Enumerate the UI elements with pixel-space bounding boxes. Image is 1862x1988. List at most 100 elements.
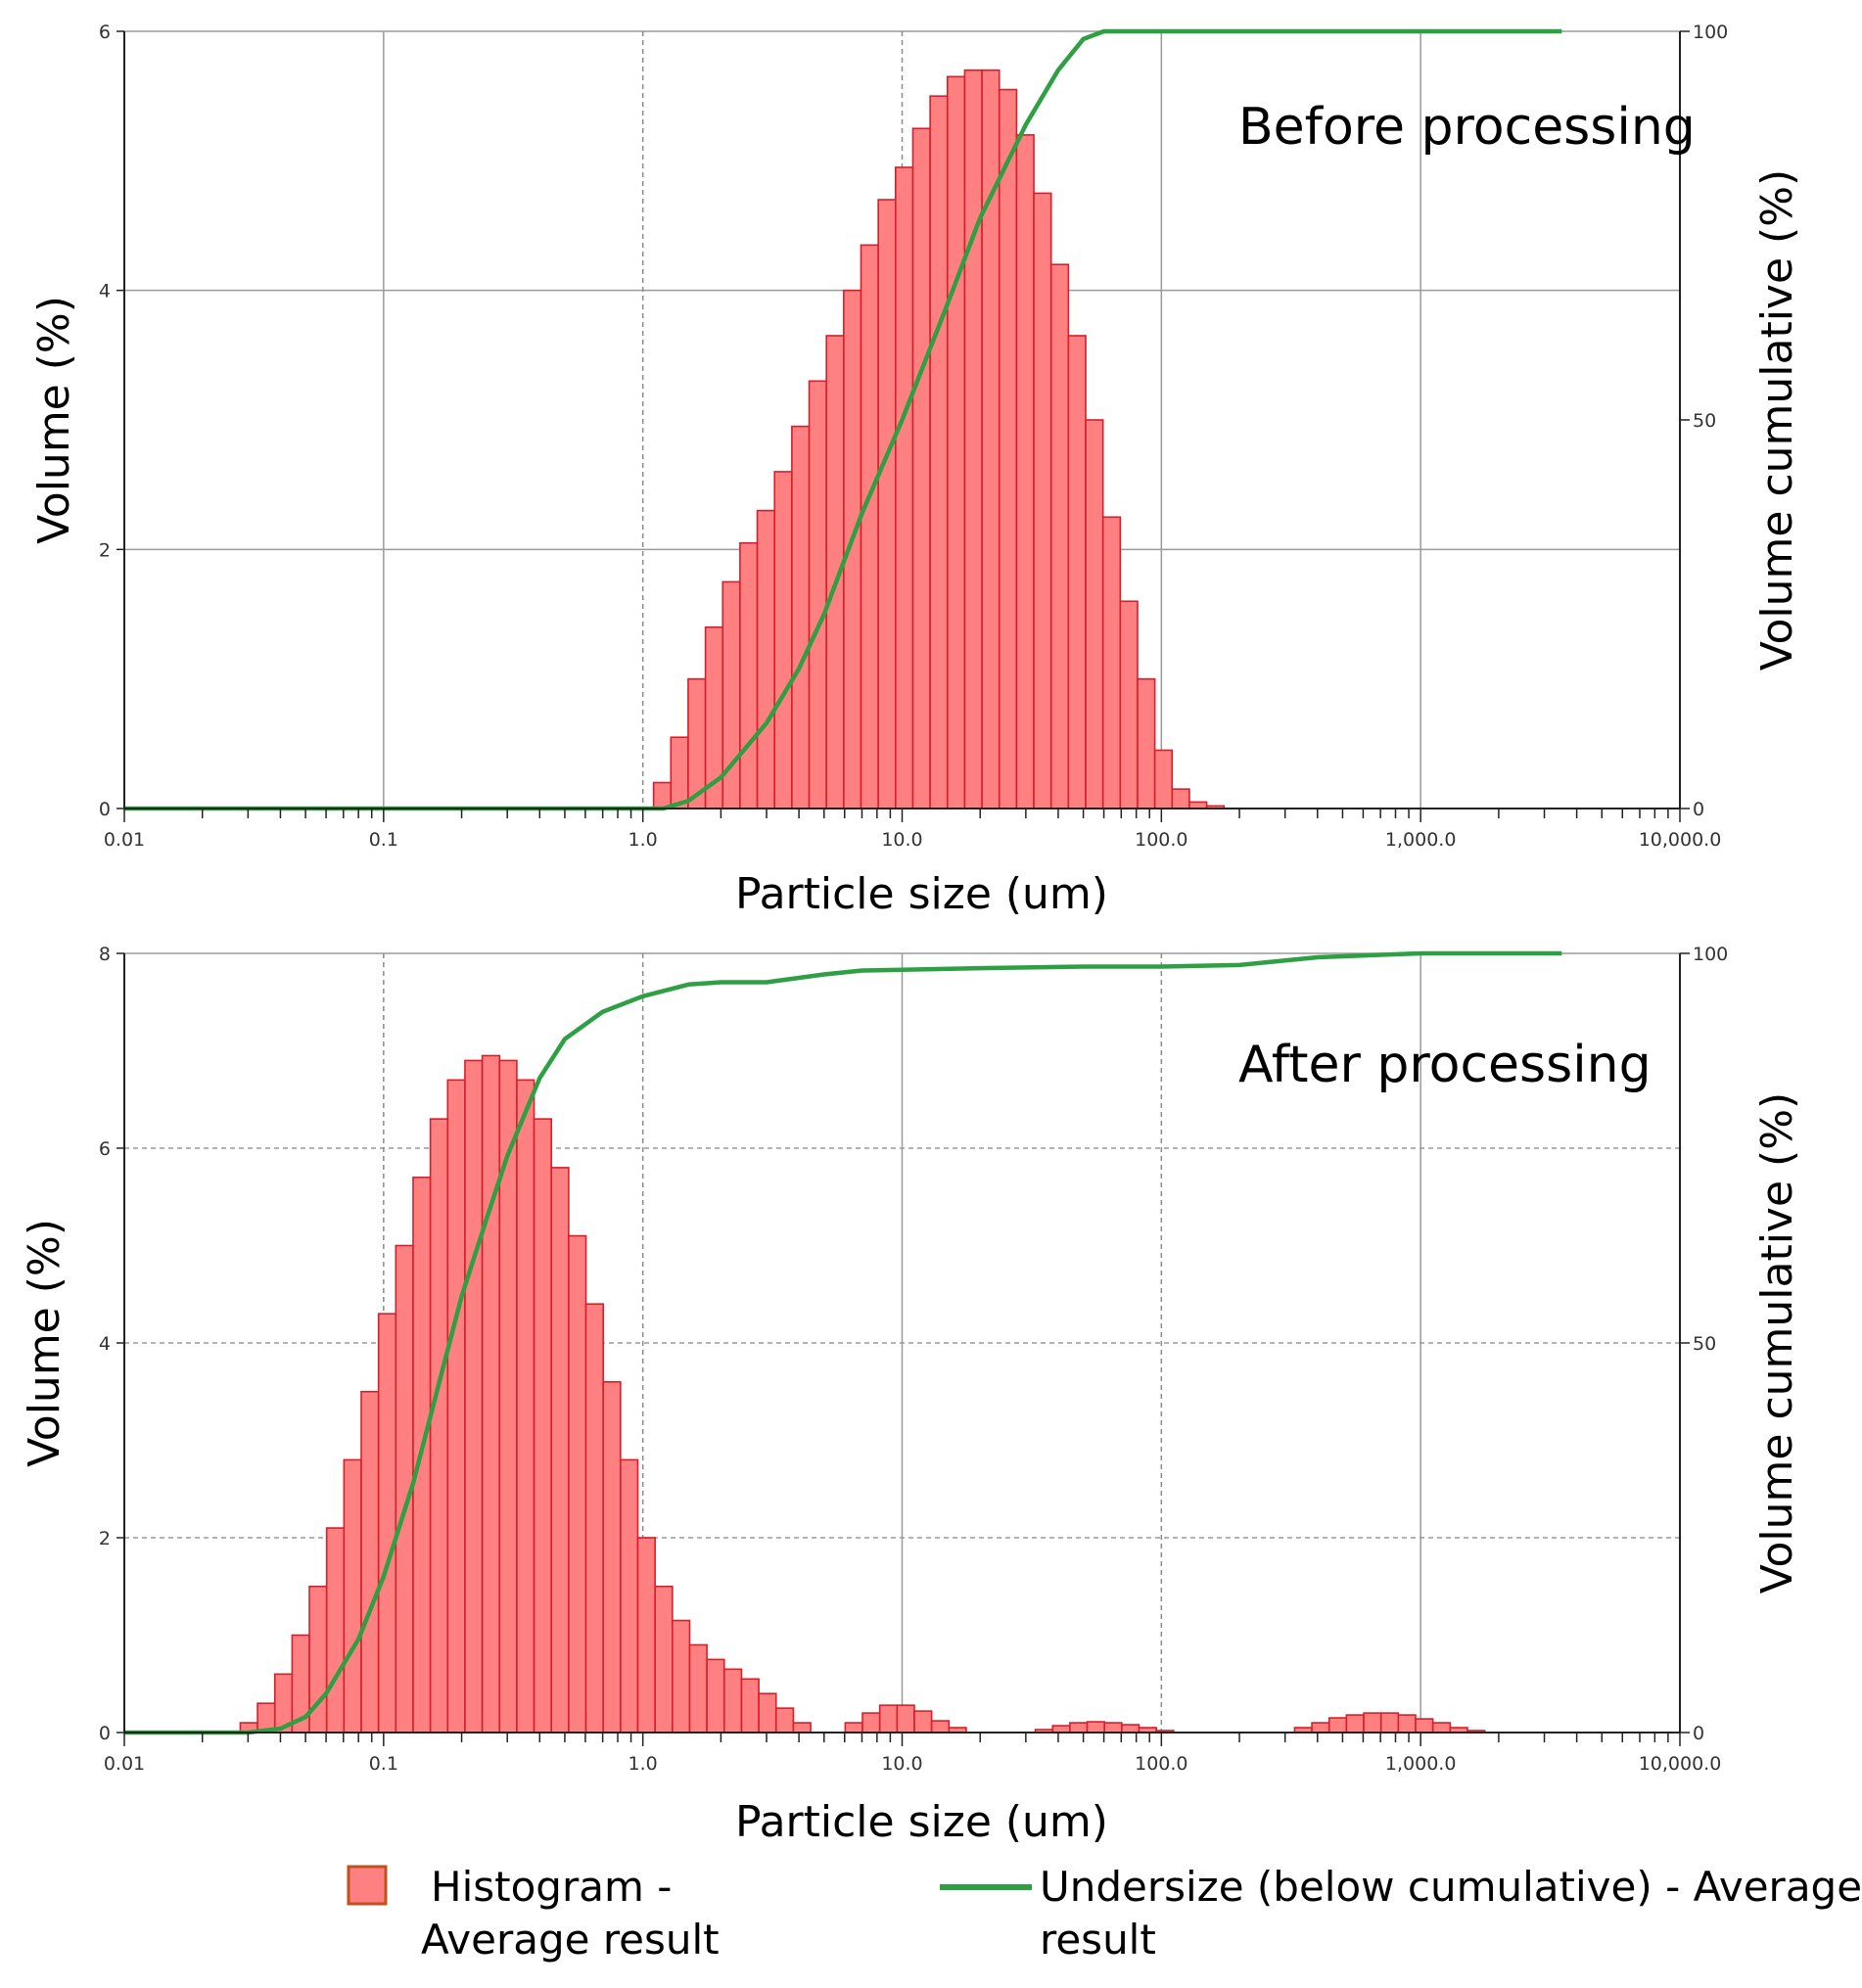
histogram-bar — [516, 1079, 535, 1734]
histogram-bar — [670, 736, 689, 809]
y2-tick-label: 0 — [1693, 799, 1704, 820]
histogram-bar — [568, 1234, 587, 1734]
panel-annotation: After processing — [1238, 1036, 1652, 1094]
x-tick-label: 1,000.0 — [1385, 1753, 1457, 1775]
histogram-bar — [1069, 1722, 1089, 1734]
y-tick-label: 4 — [99, 281, 111, 302]
legend-histogram-swatch — [347, 1865, 388, 1906]
x-tick-label: 0.01 — [104, 1753, 145, 1775]
y2-axis-title: Volume cumulative (%) — [1752, 1092, 1802, 1594]
histogram-bar — [758, 1692, 777, 1734]
histogram-bar — [1137, 677, 1156, 809]
histogram-bar — [584, 1303, 604, 1734]
histogram-bar — [1379, 1712, 1400, 1734]
y-tick-label: 0 — [99, 799, 111, 820]
x-tick-label: 10.0 — [881, 829, 922, 851]
y2-tick-label: 50 — [1693, 1333, 1716, 1355]
legend: Histogram - Average result Undersize (be… — [347, 1863, 1862, 1964]
histogram-bar — [1311, 1722, 1330, 1734]
histogram-bar — [706, 1658, 725, 1734]
histogram-bar — [1431, 1722, 1452, 1734]
histogram-bar — [1051, 1725, 1071, 1734]
histogram-bar — [1171, 788, 1190, 809]
histogram-bar — [877, 199, 897, 809]
histogram-bar — [464, 1059, 484, 1734]
histogram-bar — [946, 75, 966, 809]
x-tick-label: 0.01 — [104, 829, 145, 851]
chart-after-processing: 0.01 0.1 1.0 10.0 100.0 1,000.0 10,000.0 0 2 4 6 8 0… — [20, 944, 1802, 1847]
histogram-bar — [1397, 1714, 1417, 1734]
y-tick-label: 6 — [99, 22, 111, 43]
x-tick-label: 100.0 — [1135, 1753, 1187, 1775]
histogram-bar — [481, 1054, 501, 1734]
histogram-bar — [844, 1722, 863, 1734]
histogram-bar — [878, 1704, 899, 1734]
x-axis-title: Particle size (um) — [735, 1797, 1108, 1847]
histogram-bar — [1015, 134, 1035, 809]
histogram-bar — [998, 88, 1018, 809]
histogram-bar — [1033, 192, 1052, 809]
x-axis-title: Particle size (um) — [735, 869, 1108, 919]
histogram-bar — [963, 69, 983, 809]
histogram-bar — [929, 95, 949, 809]
histogram-bar — [343, 1458, 362, 1734]
histogram-bar — [672, 1619, 691, 1734]
histogram-bar — [774, 1707, 795, 1734]
y-tick-label: 2 — [99, 1528, 111, 1549]
histogram-bar — [861, 1712, 881, 1734]
histogram-bar — [533, 1118, 553, 1734]
histogram-bar — [1153, 749, 1174, 809]
y2-tick-label: 0 — [1693, 1723, 1704, 1744]
y-tick-label: 4 — [99, 1333, 111, 1355]
histogram-bar — [1103, 1722, 1123, 1734]
histogram-bar — [360, 1390, 380, 1734]
y2-tick-label: 100 — [1693, 944, 1728, 965]
histogram-bar — [550, 1167, 570, 1734]
legend-cumulative-label-line2: result — [1040, 1916, 1156, 1964]
histogram-bar — [1049, 263, 1070, 809]
histogram-bar — [498, 1059, 518, 1734]
y2-tick-label: 50 — [1693, 410, 1716, 432]
y-tick-label: 6 — [99, 1138, 111, 1160]
histogram-bar — [808, 380, 827, 809]
histogram-bar — [739, 541, 759, 809]
histogram-bar — [1363, 1712, 1382, 1734]
histogram-bar — [913, 1710, 933, 1734]
histogram-bar — [1415, 1718, 1434, 1734]
histogram-bar — [911, 127, 931, 809]
histogram-bar — [930, 1720, 951, 1734]
y-tick-label: 8 — [99, 944, 111, 965]
y-tick-label: 2 — [99, 539, 111, 561]
histogram-bar — [636, 1537, 656, 1734]
x-tick-label: 0.1 — [369, 829, 398, 851]
panel-annotation: Before processing — [1238, 98, 1696, 157]
histogram-bar — [688, 1643, 708, 1734]
histogram-bar — [791, 425, 811, 809]
x-tick-label: 1.0 — [628, 1753, 658, 1775]
cumulative-line — [124, 28, 1562, 811]
x-tick-label: 10,000.0 — [1639, 1753, 1722, 1775]
histogram-bar — [1119, 600, 1139, 809]
histogram-bar — [1067, 335, 1087, 809]
histogram-bar — [860, 244, 879, 809]
histogram-bar — [756, 509, 776, 809]
histogram-bar — [1327, 1717, 1348, 1734]
histogram-bar — [446, 1079, 466, 1734]
x-tick-label: 100.0 — [1135, 829, 1187, 851]
x-tick-label: 1.0 — [628, 829, 658, 851]
x-tick-label: 0.1 — [369, 1753, 398, 1775]
histogram-bar — [1101, 516, 1122, 809]
legend-histogram-label-line1: Histogram - — [431, 1863, 672, 1911]
x-tick-label: 10.0 — [881, 1753, 922, 1775]
legend-histogram-label-line2: Average result — [421, 1916, 720, 1964]
y-tick-label: 0 — [99, 1723, 111, 1744]
histogram-bar — [620, 1458, 639, 1734]
histogram-bar — [895, 166, 914, 809]
y-axis-title: Volume (%) — [20, 1219, 70, 1467]
legend-cumulative-label-line1: Undersize (below cumulative) - Average — [1040, 1863, 1862, 1911]
histogram-bar — [429, 1118, 449, 1734]
cumulative-line — [124, 950, 1562, 1735]
histogram-bar — [792, 1722, 812, 1734]
chart-before-processing: 0.01 0.1 1.0 10.0 100.0 1,000.0 10,000.0 0 2 4 6 0 5… — [29, 22, 1802, 919]
